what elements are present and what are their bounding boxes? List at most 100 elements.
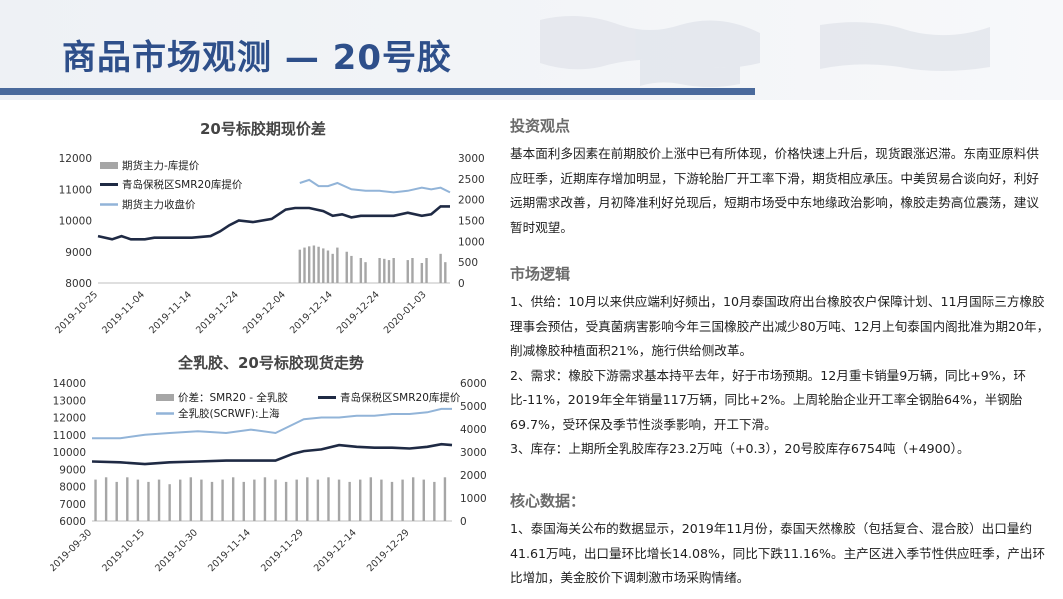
- section-heading: 核心数据：: [510, 492, 586, 510]
- x-tick-label: 2019-11-14: [206, 527, 253, 574]
- y-right-tick-label: 2000: [458, 195, 485, 207]
- section-investment-view: 投资观点 基本面利多因素在前期胶价上涨中已有所体现，价格快速上升后，现货跟涨迟滞…: [510, 115, 1050, 240]
- bar: [263, 477, 267, 521]
- bar: [136, 479, 140, 521]
- bar: [443, 477, 447, 521]
- bar: [189, 477, 193, 521]
- bar: [350, 255, 353, 283]
- chart-top-title: 20号标胶期现价差: [200, 120, 326, 138]
- bar: [253, 479, 256, 521]
- y-right-tick-label: 0: [458, 278, 465, 290]
- y-right-tick-label: 3000: [460, 447, 487, 459]
- bar: [439, 253, 442, 283]
- y-right-tick-label: 2500: [458, 174, 485, 186]
- section-paragraph: 2、需求：橡胶下游需求基本持平去年，好于市场预期。12月重卡销量9万辆，同比+9…: [510, 367, 1026, 432]
- bar: [210, 481, 214, 521]
- bar: [308, 246, 311, 283]
- bar: [322, 248, 325, 283]
- x-tick-label: 2019-12-14: [288, 289, 335, 336]
- bar: [157, 479, 161, 521]
- section-paragraph: 基本面利多因素在前期胶价上涨中已有所体现，价格快速上升后，现货跟涨迟滞。东南亚原…: [510, 146, 1039, 235]
- y-right-tick-label: 3000: [458, 153, 485, 165]
- bar: [327, 477, 330, 521]
- series-line: [97, 205, 450, 241]
- bar: [316, 479, 320, 521]
- legend-label: 期货主力收盘价: [122, 198, 196, 211]
- y-right-tick-label: 1500: [458, 216, 485, 228]
- bar: [231, 477, 235, 521]
- bar: [444, 262, 447, 283]
- legend-item: 价差：SMR20 - 全乳胶: [156, 391, 288, 404]
- bar: [369, 477, 373, 521]
- x-tick-label: 2019-12-29: [365, 527, 412, 574]
- bar: [359, 258, 363, 283]
- bar: [390, 481, 394, 521]
- legend-label: 期货主力-库提价: [122, 159, 200, 172]
- bar: [179, 479, 182, 521]
- y-right-tick-label: 6000: [460, 378, 487, 390]
- section-core-data: 核心数据： 1、泰国海关公布的数据显示，2019年11月份，泰国天然橡胶（包括复…: [510, 490, 1050, 591]
- legend-item: 期货主力收盘价: [100, 198, 196, 211]
- bar: [298, 249, 302, 283]
- legend-label: 全乳胶(SCRWF):上海: [178, 407, 280, 420]
- y-left-tick-label: 12000: [59, 153, 92, 165]
- y-left-tick-label: 13000: [53, 395, 86, 407]
- bar: [401, 479, 404, 521]
- bar: [387, 260, 391, 283]
- bar: [345, 251, 348, 283]
- y-right-tick-label: 1000: [460, 493, 487, 505]
- bar: [359, 479, 362, 521]
- section-market-logic: 市场逻辑 1、供给：10月以来供应端利好频出，10月泰国政府出台橡胶农户保障计划…: [510, 263, 1050, 462]
- x-tick-label: 2019-11-24: [194, 289, 241, 336]
- title-underline: [0, 88, 755, 95]
- section-paragraph: 1、泰国海关公布的数据显示，2019年11月份，泰国天然橡胶（包括复合、混合胶）…: [510, 521, 1046, 585]
- legend-label: 青岛保税区SMR20库提价: [122, 178, 243, 191]
- bar: [380, 479, 383, 521]
- legend-label: 价差：SMR20 - 全乳胶: [178, 391, 288, 404]
- legend-swatch: [156, 394, 174, 401]
- y-left-tick-label: 11000: [53, 430, 86, 442]
- bar: [274, 479, 277, 521]
- y-right-tick-label: 0: [460, 516, 467, 528]
- y-left-tick-label: 10000: [59, 216, 92, 228]
- bar: [200, 479, 203, 521]
- x-tick-label: 2019-10-30: [153, 527, 200, 574]
- bar: [337, 479, 341, 521]
- bar: [306, 477, 309, 521]
- chart-bottom-title: 全乳胶、20号标胶现货走势: [178, 354, 364, 372]
- x-tick-label: 2019-12-14: [312, 527, 359, 574]
- y-left-tick-label: 8000: [65, 278, 92, 290]
- bar: [115, 481, 118, 521]
- bar: [411, 477, 415, 521]
- y-right-tick-label: 500: [458, 257, 478, 269]
- series-line: [299, 178, 451, 194]
- bar: [104, 477, 108, 521]
- y-left-tick-label: 14000: [53, 378, 86, 390]
- bar: [331, 253, 334, 283]
- y-left-tick-label: 12000: [53, 413, 86, 425]
- y-left-tick-label: 11000: [59, 184, 92, 196]
- section-paragraph: 3、库存：上期所全乳胶库存23.2万吨（+0.3），20号胶库存6754吨（+4…: [510, 441, 970, 456]
- bar: [411, 258, 414, 283]
- bar: [326, 250, 330, 283]
- legend-item: 青岛保税区SMR20库提价: [100, 178, 243, 191]
- x-tick-label: 2019-12-24: [335, 289, 382, 336]
- x-tick-label: 2019-11-29: [259, 527, 306, 574]
- x-tick-label: 2019-10-15: [100, 527, 147, 574]
- bar: [94, 479, 97, 521]
- x-tick-label: 2020-01-03: [382, 289, 429, 336]
- y-right-tick-label: 5000: [460, 401, 487, 413]
- y-left-tick-label: 6000: [59, 516, 86, 528]
- y-right-tick-label: 4000: [460, 424, 487, 436]
- bar: [378, 258, 381, 283]
- section-heading: 投资观点: [510, 117, 571, 135]
- series-line: [92, 407, 452, 440]
- page-title: 商品市场观测 — 20号胶: [62, 38, 452, 78]
- bar: [420, 263, 424, 283]
- bar: [312, 245, 316, 283]
- chart-bottom: 1400013000120001100010000900080007000600…: [50, 378, 487, 574]
- bar: [317, 246, 320, 283]
- bar: [336, 247, 339, 283]
- x-tick-label: 2019-11-14: [147, 289, 194, 336]
